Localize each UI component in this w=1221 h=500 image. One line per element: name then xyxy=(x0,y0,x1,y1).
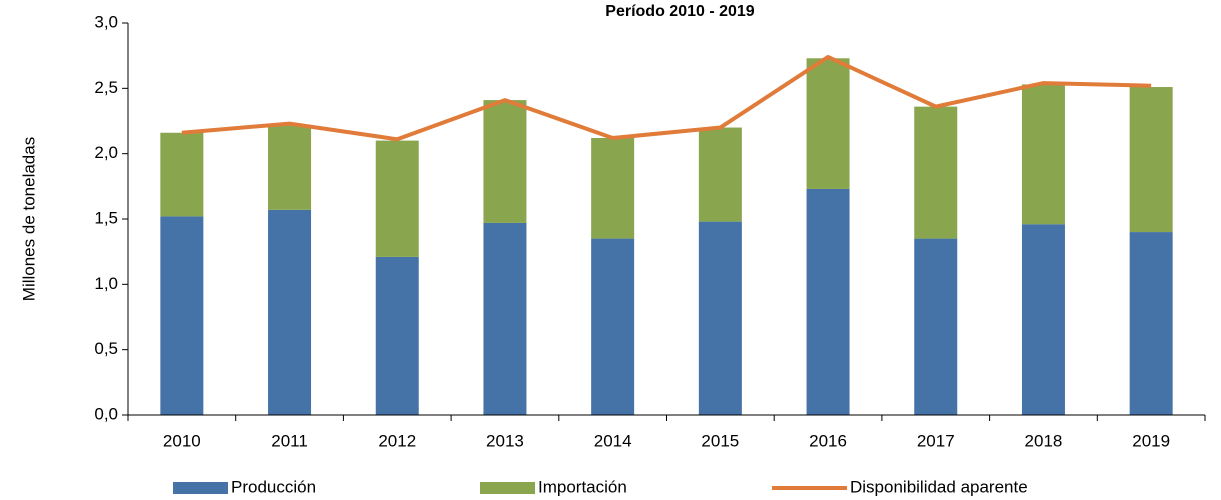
y-tick-label: 2,0 xyxy=(94,143,118,162)
legend-swatch xyxy=(480,482,535,494)
x-tick-label: 2015 xyxy=(701,431,739,450)
y-tick-label: 0,5 xyxy=(94,339,118,358)
bar xyxy=(806,188,850,415)
x-tick-label: 2011 xyxy=(271,431,308,450)
x-tick-label: 2017 xyxy=(917,431,955,450)
bar xyxy=(1021,84,1065,225)
bar xyxy=(591,137,635,239)
x-tick-label: 2018 xyxy=(1025,431,1063,450)
x-tick-label: 2016 xyxy=(809,431,847,450)
legend-label: Disponibilidad aparente xyxy=(850,477,1028,496)
bar xyxy=(483,222,527,415)
bar xyxy=(1129,87,1173,233)
bar xyxy=(698,221,742,415)
bar xyxy=(483,100,527,223)
bar xyxy=(698,127,742,222)
chart-title: Período 2010 - 2019 xyxy=(605,3,755,20)
legend-label: Producción xyxy=(231,477,316,496)
bar xyxy=(268,209,312,415)
y-tick-label: 1,0 xyxy=(94,274,118,293)
y-tick-label: 2,5 xyxy=(94,78,118,97)
bar xyxy=(375,256,419,415)
x-tick-label: 2019 xyxy=(1132,431,1170,450)
x-tick-label: 2010 xyxy=(163,431,201,450)
y-tick-label: 1,5 xyxy=(94,208,118,227)
bar xyxy=(1021,224,1065,415)
bar xyxy=(806,58,850,189)
bar xyxy=(591,238,635,415)
bar xyxy=(1129,232,1173,415)
line xyxy=(181,54,1152,142)
y-tick-label: 0,0 xyxy=(94,404,118,423)
x-tick-label: 2012 xyxy=(378,431,416,450)
legend-label: Importación xyxy=(538,477,627,496)
bar xyxy=(914,238,958,415)
bar xyxy=(914,106,958,239)
bar xyxy=(160,132,204,217)
bar xyxy=(375,140,419,257)
bar xyxy=(268,124,312,210)
bar xyxy=(160,216,204,415)
legend-swatch xyxy=(173,482,228,494)
y-axis-label: Millones de toneladas xyxy=(19,137,38,301)
y-tick-label: 3,0 xyxy=(94,12,118,31)
x-tick-label: 2013 xyxy=(486,431,524,450)
x-tick-label: 2014 xyxy=(594,431,632,450)
